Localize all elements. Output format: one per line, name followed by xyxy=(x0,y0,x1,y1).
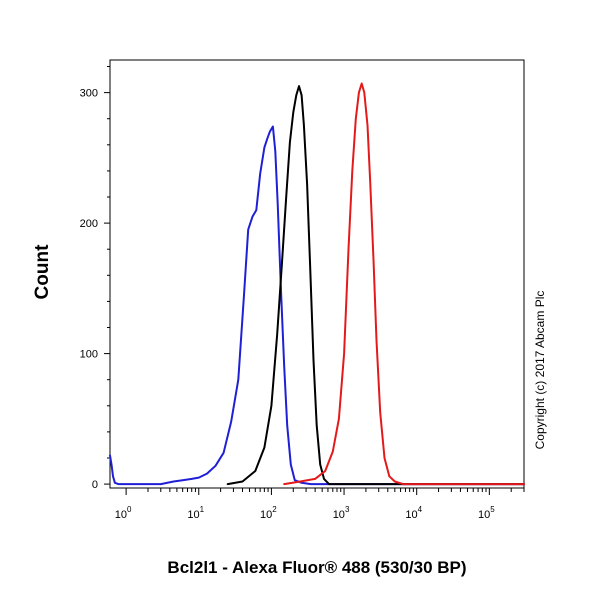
y-tick-label: 300 xyxy=(80,88,98,100)
copyright-annotation: Copyright (c) 2017 Abcam Plc xyxy=(533,291,547,450)
series-line-1 xyxy=(109,125,525,486)
series-layer xyxy=(109,82,525,486)
x-tick-label: 102 xyxy=(260,505,277,521)
x-tick-label: 104 xyxy=(405,505,422,521)
y-axis-ticks: 0 100 200 300 xyxy=(80,66,110,491)
x-axis-title: Bcl2l1 - Alexa Fluor® 488 (530/30 BP) xyxy=(167,558,466,577)
x-tick-label: 105 xyxy=(478,505,495,521)
plot-area xyxy=(109,59,525,489)
x-tick-label: 101 xyxy=(187,505,204,521)
x-tick-label: 103 xyxy=(333,505,350,521)
x-tick-label: 100 xyxy=(115,505,132,521)
y-tick-label: 0 xyxy=(92,479,98,491)
x-axis-ticks: 100 101 102 103 104 105 xyxy=(115,488,525,521)
y-tick-label: 200 xyxy=(80,218,98,230)
series-line-3 xyxy=(283,82,525,486)
series-line-2 xyxy=(226,85,525,486)
y-axis-title: Count xyxy=(32,244,53,300)
y-tick-label: 100 xyxy=(80,349,98,361)
